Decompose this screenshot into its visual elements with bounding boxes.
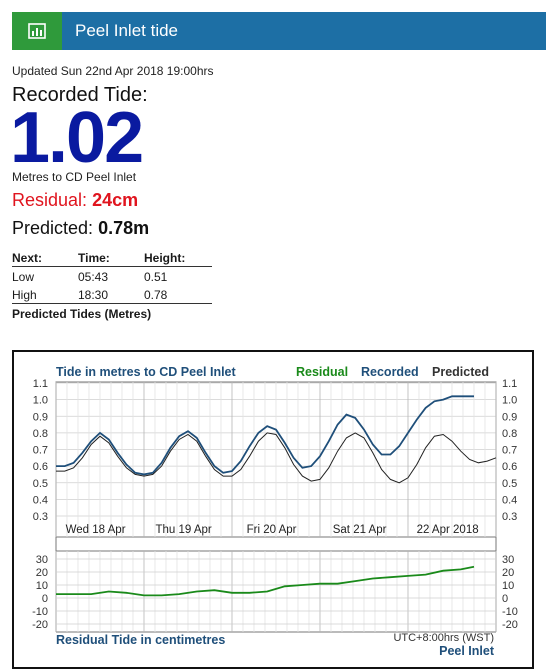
- table-row: Low 05:43 0.51: [12, 267, 212, 286]
- tide-type: High: [12, 285, 78, 304]
- predicted-tides-caption: Predicted Tides (Metres): [12, 307, 152, 321]
- series-line-residual: [56, 565, 475, 597]
- y-tick-label-right: -20: [502, 619, 518, 631]
- page-title: Peel Inlet tide: [75, 21, 179, 40]
- y-tick-label: 0.8: [33, 428, 48, 440]
- main-y-ticks: 1.1 1.1 1.0 1.0 0.9 0.9 0.8 0.8 0.7 0.7 0.6 0.6 0.5 0…: [33, 378, 518, 523]
- predicted-label: Predicted:: [12, 218, 94, 238]
- col-next: Next:: [12, 251, 78, 267]
- table-row: High 18:30 0.78: [12, 285, 212, 304]
- timezone-label: UTC+8:00hrs (WST): [393, 632, 494, 644]
- y-tick-label-right: 0.6: [502, 461, 517, 473]
- residual-readout: Residual: 24cm: [12, 190, 138, 211]
- y-tick-label-right: 0.3: [502, 511, 517, 523]
- y-tick-label: 0.7: [33, 445, 48, 457]
- col-height: Height:: [144, 251, 212, 267]
- y-tick-label: 1.1: [33, 378, 48, 390]
- residual-grid: [55, 551, 497, 632]
- col-time: Time:: [78, 251, 144, 267]
- legend-recorded: Recorded: [361, 365, 419, 379]
- recorded-units: Metres to CD Peel Inlet: [12, 170, 137, 184]
- bar-chart-icon: [12, 12, 62, 50]
- legend-predicted: Predicted: [432, 365, 489, 379]
- y-tick-label-right: -10: [502, 606, 518, 618]
- y-tick-label: 0.9: [33, 411, 48, 423]
- y-tick-label-right: 20: [502, 567, 514, 579]
- main-grid: [55, 382, 497, 537]
- y-tick-label: 30: [36, 554, 48, 566]
- next-tides-table: Next: Time: Height: Low 05:43 0.51 High …: [12, 251, 212, 304]
- tide-time: 18:30: [78, 285, 144, 304]
- y-tick-label-right: 10: [502, 580, 514, 592]
- y-tick-label-right: 1.0: [502, 395, 517, 407]
- tide-height: 0.78: [144, 285, 212, 304]
- y-tick-label: 10: [36, 580, 48, 592]
- residual-series: [56, 565, 475, 597]
- residual-label: Residual:: [12, 190, 88, 210]
- recorded-tide-value: 1.02: [10, 98, 144, 178]
- y-tick-label: 0.5: [33, 478, 48, 490]
- y-tick-label: -20: [32, 619, 48, 631]
- y-tick-label-right: 0.4: [502, 494, 517, 506]
- predicted-value: 0.78m: [98, 218, 150, 238]
- tide-chart: Tide in metres to CD Peel Inlet Residual…: [12, 350, 534, 669]
- tide-time: 05:43: [78, 270, 109, 284]
- x-tick-label: Wed 18 Apr: [66, 524, 126, 536]
- x-tick-label: 22 Apr 2018: [417, 524, 479, 536]
- y-tick-label-right: 0.5: [502, 478, 517, 490]
- updated-timestamp: Updated Sun 22nd Apr 2018 19:00hrs: [12, 64, 214, 78]
- x-tick-label: Sat 21 Apr: [333, 524, 387, 536]
- y-tick-label: 0: [42, 593, 48, 605]
- tide-chart-svg: Tide in metres to CD Peel Inlet Residual…: [32, 365, 518, 658]
- y-tick-label: 0.4: [33, 494, 48, 506]
- residual-value: 24cm: [92, 190, 139, 210]
- x-tick-label: Fri 20 Apr: [247, 524, 297, 536]
- x-tick-label: Thu 19 Apr: [155, 524, 211, 536]
- y-tick-label-right: 30: [502, 554, 514, 566]
- y-tick-label-right: 1.1: [502, 378, 517, 390]
- y-tick-label: -10: [32, 606, 48, 618]
- tide-series: [56, 395, 497, 484]
- y-tick-label: 1.0: [33, 395, 48, 407]
- predicted-readout: Predicted: 0.78m: [12, 218, 149, 239]
- y-tick-label-right: 0.8: [502, 428, 517, 440]
- legend-residual: Residual: [296, 365, 348, 379]
- tide-type: Low: [12, 270, 35, 284]
- series-line-recorded: [56, 395, 474, 476]
- residual-chart-title: Residual Tide in centimetres: [56, 633, 225, 647]
- tide-chart-title: Tide in metres to CD Peel Inlet: [56, 365, 237, 379]
- page-header: Peel Inlet tide: [12, 12, 546, 50]
- series-line-predicted: [56, 432, 497, 484]
- recorded-tide-label: Recorded Tide:: [12, 84, 148, 106]
- location-label: Peel Inlet: [439, 644, 495, 658]
- tide-height: 0.51: [144, 270, 168, 284]
- y-tick-label: 0.6: [33, 461, 48, 473]
- y-tick-label: 0.3: [33, 511, 48, 523]
- table-header-row: Next: Time: Height:: [12, 251, 212, 267]
- x-axis-labels: Wed 18 Apr Thu 19 Apr Fri 20 Apr Sat 21 Apr…: [66, 524, 479, 536]
- y-tick-label-right: 0.7: [502, 445, 517, 457]
- y-tick-label: 20: [36, 567, 48, 579]
- y-tick-label-right: 0: [502, 593, 508, 605]
- y-tick-label-right: 0.9: [502, 411, 517, 423]
